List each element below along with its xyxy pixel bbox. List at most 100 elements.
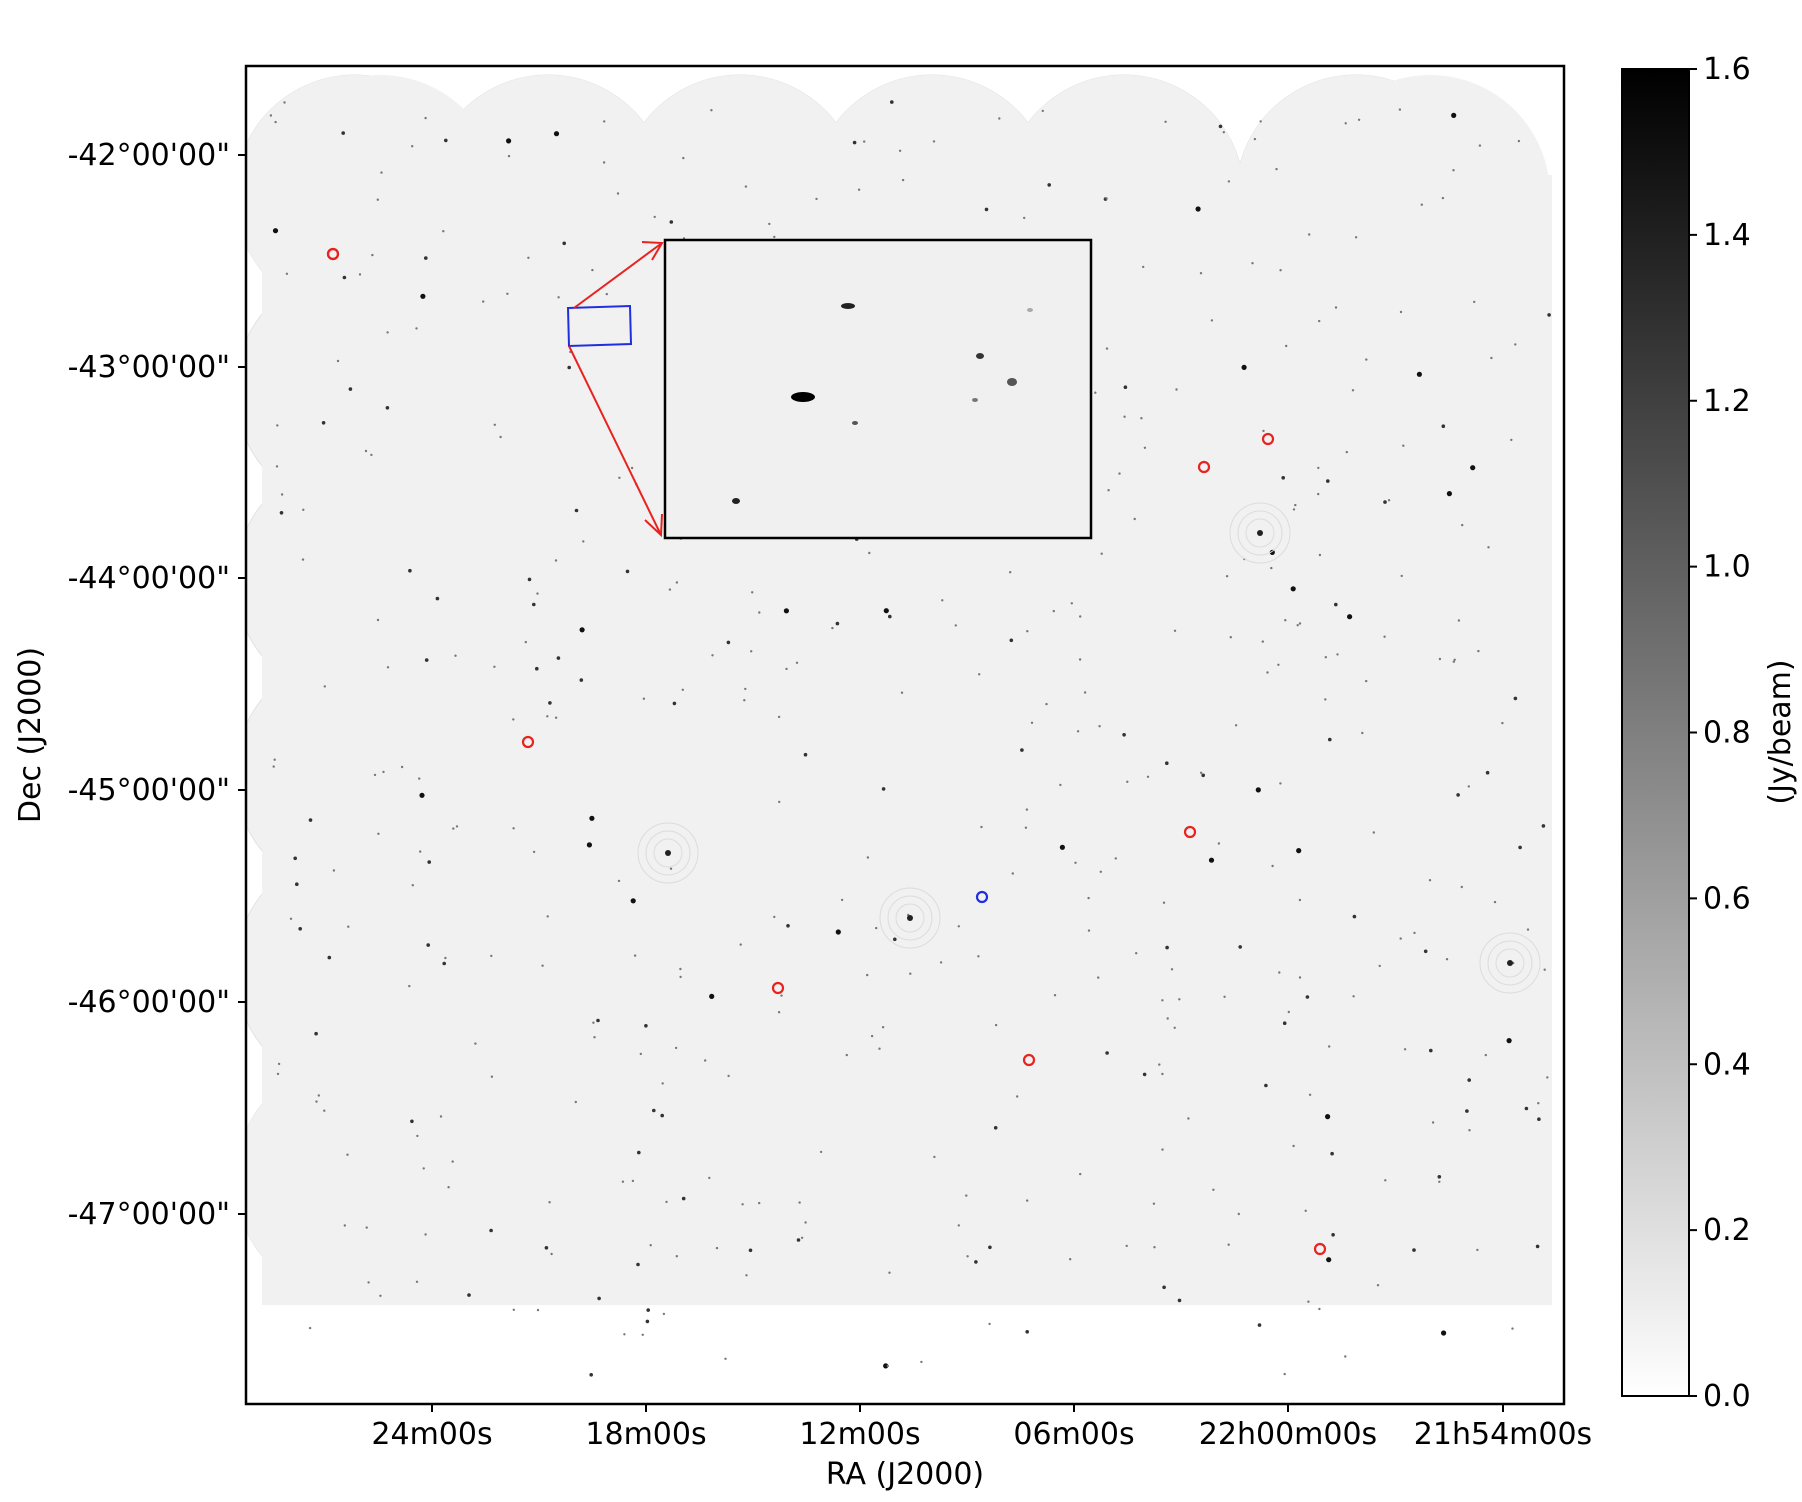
point-source <box>1195 206 1201 212</box>
point-source <box>567 365 571 370</box>
point-source <box>1133 517 1136 521</box>
point-source <box>1105 347 1109 350</box>
point-source <box>574 508 579 513</box>
point-source <box>301 558 305 561</box>
point-source <box>280 493 284 496</box>
zoom-inset-group <box>566 238 1093 540</box>
point-source <box>1307 1300 1310 1303</box>
point-source <box>739 943 742 946</box>
zoom-arrowhead-lower <box>644 513 663 538</box>
point-source <box>1199 272 1203 275</box>
point-source <box>675 581 679 584</box>
point-source <box>1284 619 1287 622</box>
point-source <box>272 228 279 234</box>
point-source <box>1292 1144 1295 1148</box>
point-source <box>745 1274 748 1277</box>
point-source <box>1296 848 1302 854</box>
point-source <box>1026 630 1029 633</box>
point-source <box>1282 1021 1287 1025</box>
point-source <box>1352 995 1355 998</box>
point-source <box>1026 1199 1029 1202</box>
point-source <box>1175 388 1178 391</box>
inset-panel <box>663 238 1093 540</box>
point-source <box>674 1046 678 1050</box>
inset-source <box>1027 308 1033 312</box>
point-source <box>1334 306 1338 309</box>
point-source <box>1298 898 1302 902</box>
colorbar-tick-label: 0.4 <box>1703 1047 1751 1082</box>
point-source <box>1478 144 1482 147</box>
point-source <box>589 815 595 821</box>
mosaic-edge-left <box>260 1060 500 1300</box>
point-source <box>1324 698 1327 701</box>
point-source <box>1477 649 1480 653</box>
point-source <box>490 1075 494 1078</box>
point-source <box>1437 1175 1442 1179</box>
point-source <box>1285 344 1288 348</box>
point-source <box>893 937 897 942</box>
point-source <box>536 1308 540 1312</box>
inset-source <box>1007 378 1017 386</box>
inset-source <box>852 421 858 425</box>
point-source <box>780 994 783 997</box>
point-source <box>1105 1051 1109 1055</box>
point-source <box>875 926 878 930</box>
red-circle-marker <box>1197 460 1211 474</box>
point-source <box>1030 721 1034 724</box>
point-source <box>1178 998 1181 1001</box>
point-source <box>489 1228 493 1233</box>
point-source <box>506 292 509 295</box>
point-source <box>1279 269 1282 272</box>
sidelobe-ring <box>1495 948 1525 978</box>
point-source <box>410 1119 414 1124</box>
point-source <box>1087 896 1090 900</box>
point-source <box>1158 1063 1161 1066</box>
mosaic-edge-bottom <box>812 1060 1052 1300</box>
point-source <box>777 1011 781 1014</box>
y-tick-label: -44°00'00" <box>68 561 230 596</box>
point-source <box>416 1134 419 1138</box>
point-source <box>1009 571 1012 574</box>
point-source <box>900 691 904 694</box>
zoom-region-box <box>566 304 633 348</box>
point-source <box>1287 1010 1291 1014</box>
point-source <box>920 1360 923 1364</box>
point-source <box>342 275 347 280</box>
y-tick-label: -47°00'00" <box>68 1197 230 1232</box>
point-source <box>535 666 539 671</box>
point-source <box>711 654 714 657</box>
point-source <box>419 850 422 853</box>
point-source <box>1281 476 1285 480</box>
point-source <box>1460 885 1464 889</box>
point-source <box>1125 1244 1128 1248</box>
point-source <box>641 1333 644 1337</box>
point-source <box>1513 696 1518 701</box>
y-tick-label: -46°00'00" <box>68 985 230 1020</box>
point-source <box>621 1180 625 1183</box>
point-source <box>646 1308 650 1312</box>
point-source <box>840 898 844 902</box>
sidelobe-ring <box>1245 518 1275 548</box>
bright-source <box>907 915 913 921</box>
point-source <box>1451 112 1457 118</box>
point-source <box>455 825 459 828</box>
mosaic-edge-bottom <box>1004 1060 1244 1300</box>
point-source <box>616 192 620 195</box>
point-source <box>957 1224 960 1227</box>
point-source <box>665 1200 668 1204</box>
point-source <box>1261 640 1265 643</box>
point-source <box>1264 1083 1268 1088</box>
sidelobe-ring <box>879 887 941 949</box>
point-source <box>579 678 584 682</box>
point-source <box>954 624 957 627</box>
point-source <box>1025 808 1029 811</box>
point-source <box>783 608 790 614</box>
point-source <box>376 198 379 201</box>
point-source <box>704 1059 707 1062</box>
point-source <box>554 559 558 562</box>
point-source <box>1114 857 1118 860</box>
mosaic-edge-right <box>1310 75 1550 315</box>
point-source <box>798 1201 801 1204</box>
point-source <box>1308 1093 1312 1097</box>
point-source <box>1398 108 1402 111</box>
